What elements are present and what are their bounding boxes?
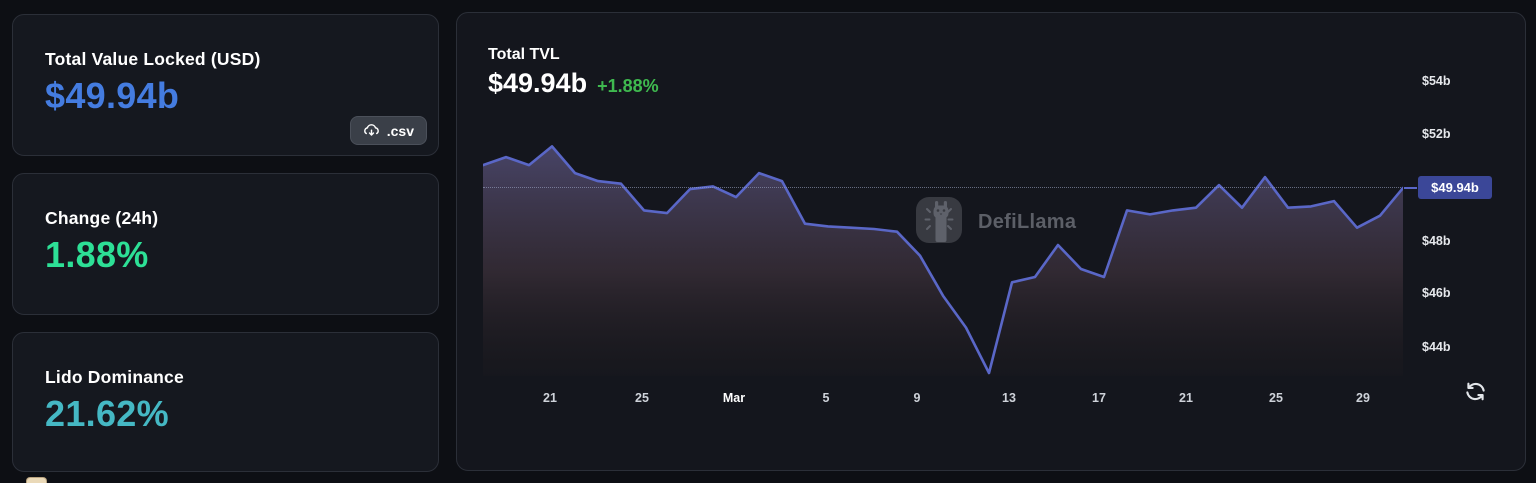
stat-card-title: Lido Dominance [45,367,184,387]
refresh-icon [1464,380,1487,406]
y-axis-label: $52b [1422,127,1451,141]
stat-card-value: 21.62% [45,393,169,434]
x-axis-label: 25 [635,391,649,405]
defillama-watermark: DefiLlama [915,196,1076,249]
llama-peek-decoration [26,477,47,483]
y-axis-label: $44b [1422,340,1451,354]
x-axis-label: 13 [1002,391,1016,405]
chart-line [483,145,1403,375]
y-axis-label: $46b [1422,286,1451,300]
stat-card-value: 1.88% [45,234,149,275]
watermark-label: DefiLlama [978,211,1077,233]
tvl-chart-panel: Total TVL $49.94b +1.88% $54b $ [456,12,1526,471]
x-axis-label: 9 [913,391,921,405]
refresh-chart-button[interactable] [1460,379,1490,407]
download-csv-button[interactable]: .csv [349,116,427,145]
x-axis-label: 17 [1092,391,1106,405]
x-axis-label: 29 [1356,391,1370,405]
current-value-gridline [483,187,1401,188]
x-axis-label: 21 [1179,391,1193,405]
chart-header-values: $49.94b +1.88% [488,68,659,99]
stat-card-title: Change (24h) [45,208,159,228]
x-axis-label-month: Mar [722,391,746,405]
chart-area-fill [483,146,1403,376]
x-axis-label: 25 [1269,391,1283,405]
csv-button-label: .csv [386,122,414,139]
chart-current-value: $49.94b [488,68,588,98]
chart-change-percent: +1.88% [597,76,659,96]
x-axis-label: 21 [543,391,557,405]
stat-card-change-24h: Change (24h) 1.88% [12,173,439,315]
cloud-download-icon [363,122,380,139]
x-axis-label: 5 [822,391,830,405]
stat-card-value: $49.94b [45,75,180,116]
stat-card-lido-dominance: Lido Dominance 21.62% [12,332,439,472]
y-axis-label: $48b [1422,234,1451,248]
defillama-llama-icon [915,196,963,249]
y-axis-label: $54b [1422,74,1451,88]
current-value-badge: $49.94b [1418,176,1492,199]
chart-title: Total TVL [488,46,560,63]
current-value-tick [1404,187,1417,189]
stat-card-total-value-locked: Total Value Locked (USD) $49.94b .csv [12,14,439,156]
tvl-line-chart[interactable] [483,66,1403,378]
stat-card-title: Total Value Locked (USD) [45,49,261,69]
